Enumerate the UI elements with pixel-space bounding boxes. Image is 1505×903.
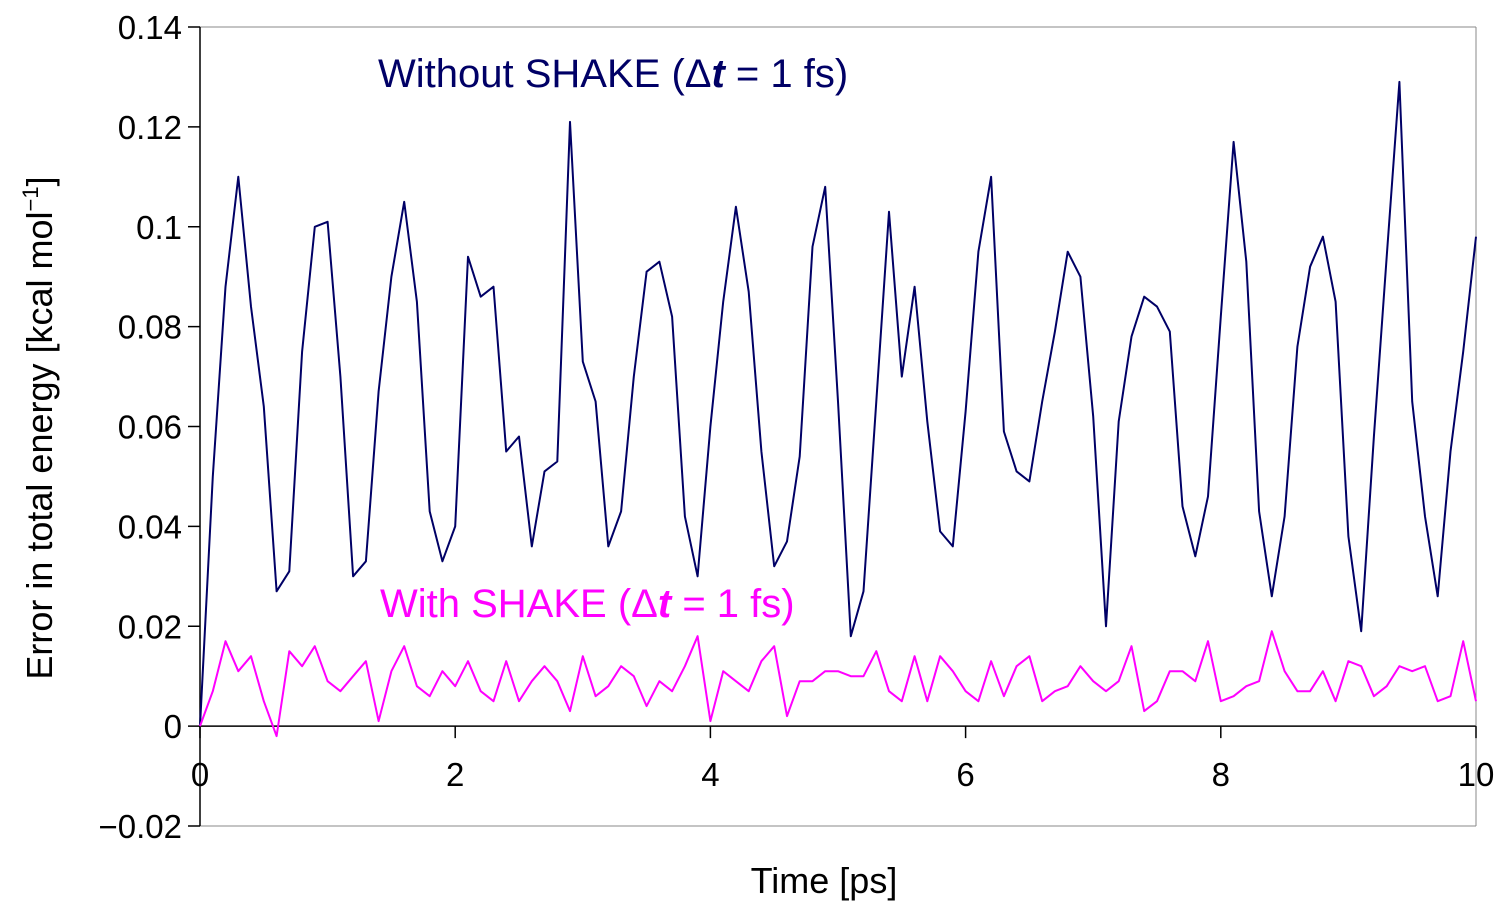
annotation-layer: Without SHAKE (Δt = 1 fs)With SHAKE (Δt … xyxy=(378,52,848,626)
y-axis-title-close: ] xyxy=(19,176,60,186)
series-line-with-shake xyxy=(199,630,1477,738)
annotation-suffix: = 1 fs) xyxy=(725,52,848,96)
y-tick-label: 0.08 xyxy=(118,309,182,346)
plot-frame xyxy=(199,26,1477,827)
y-tick-label: 0 xyxy=(164,708,182,745)
y-tick-label: 0.1 xyxy=(136,209,182,246)
y-tick-label: 0.06 xyxy=(118,409,182,446)
x-axis-title: Time [ps] xyxy=(751,860,898,901)
annotation-variable: t xyxy=(658,582,673,626)
y-axis-title-main: Error in total energy [kcal mol xyxy=(19,211,60,679)
annotation-delta: Δ xyxy=(631,582,658,626)
x-tick-label: 8 xyxy=(1212,756,1230,793)
x-tick-label: 0 xyxy=(191,756,209,793)
y-tick-label: −0.02 xyxy=(99,808,183,845)
y-tick-label: 0.12 xyxy=(118,109,182,146)
x-axis-ticks: 0 2 4 6 8 10 xyxy=(191,726,1495,793)
x-tick-label: 2 xyxy=(446,756,464,793)
annotation-without-shake: Without SHAKE (Δt = 1 fs) xyxy=(378,52,848,96)
y-axis-title: Error in total energy [kcal mol−1] xyxy=(18,176,60,679)
x-tick-label: 4 xyxy=(701,756,719,793)
annotation-prefix: With SHAKE ( xyxy=(380,582,632,626)
annotation-variable: t xyxy=(711,52,726,96)
annotation-prefix: Without SHAKE ( xyxy=(378,52,685,96)
series-line-without-shake xyxy=(199,80,1477,727)
y-tick-label: 0.14 xyxy=(118,9,182,46)
y-tick-label: 0.02 xyxy=(118,608,182,645)
y-tick-label: 0.04 xyxy=(118,508,182,545)
y-axis-title-superscript: −1 xyxy=(18,186,43,211)
annotation-with-shake: With SHAKE (Δt = 1 fs) xyxy=(380,582,795,626)
annotation-delta: Δ xyxy=(685,52,712,96)
series-layer xyxy=(199,80,1477,738)
x-tick-label: 6 xyxy=(956,756,974,793)
annotation-suffix: = 1 fs) xyxy=(671,582,794,626)
x-tick-label: 10 xyxy=(1458,756,1495,793)
y-axis-ticks: −0.02 0 0.02 0.04 0.06 0.08 0.1 0.12 0.14 xyxy=(99,9,200,845)
